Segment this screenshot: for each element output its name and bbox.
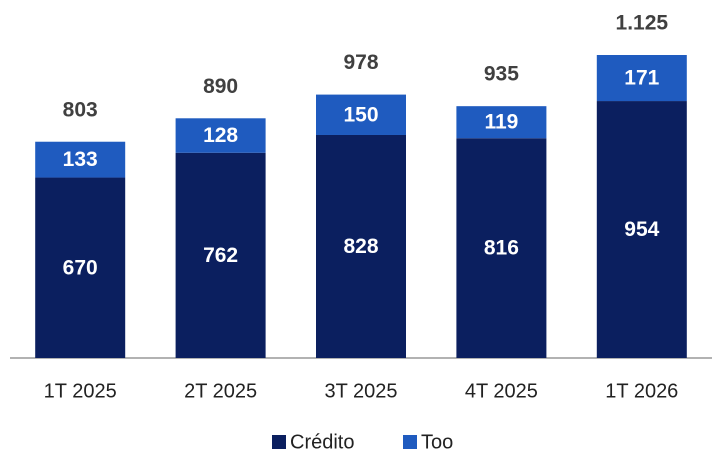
bar-segment (35, 141, 126, 178)
bar-segment (456, 106, 547, 139)
x-tick-label: 1T 2026 (605, 380, 678, 402)
legend-swatch (403, 435, 417, 449)
segment-label: 670 (63, 256, 98, 279)
x-tick-label: 1T 2025 (44, 380, 117, 402)
segment-label: 150 (343, 103, 378, 126)
segment-label: 133 (63, 148, 98, 171)
segment-label: 816 (484, 237, 519, 260)
segment-label: 171 (624, 67, 659, 90)
bar-segment (316, 134, 406, 358)
bar-segment (456, 138, 547, 358)
x-tick-label: 4T 2025 (465, 380, 538, 402)
bar-segment (175, 118, 266, 153)
total-label: 978 (343, 51, 378, 74)
segment-label: 828 (343, 235, 378, 258)
segment-label: 762 (203, 244, 238, 267)
total-label: 1.125 (616, 12, 669, 35)
x-tick-label: 2T 2025 (184, 380, 257, 402)
bar-segment (596, 55, 687, 102)
segment-label: 954 (624, 218, 659, 241)
bar-segment (596, 101, 687, 358)
bar-segment (175, 152, 266, 358)
total-label: 935 (484, 63, 519, 86)
segment-label: 128 (203, 124, 238, 147)
bar-segment (35, 177, 126, 358)
total-label: 890 (203, 75, 238, 98)
total-label: 803 (63, 98, 98, 121)
legend-swatch (272, 435, 286, 449)
bar-segment (316, 94, 406, 135)
x-tick-label: 3T 2025 (324, 380, 397, 402)
legend-label: Too (421, 431, 453, 453)
legend-label: Crédito (290, 431, 354, 453)
segment-label: 119 (484, 111, 518, 134)
